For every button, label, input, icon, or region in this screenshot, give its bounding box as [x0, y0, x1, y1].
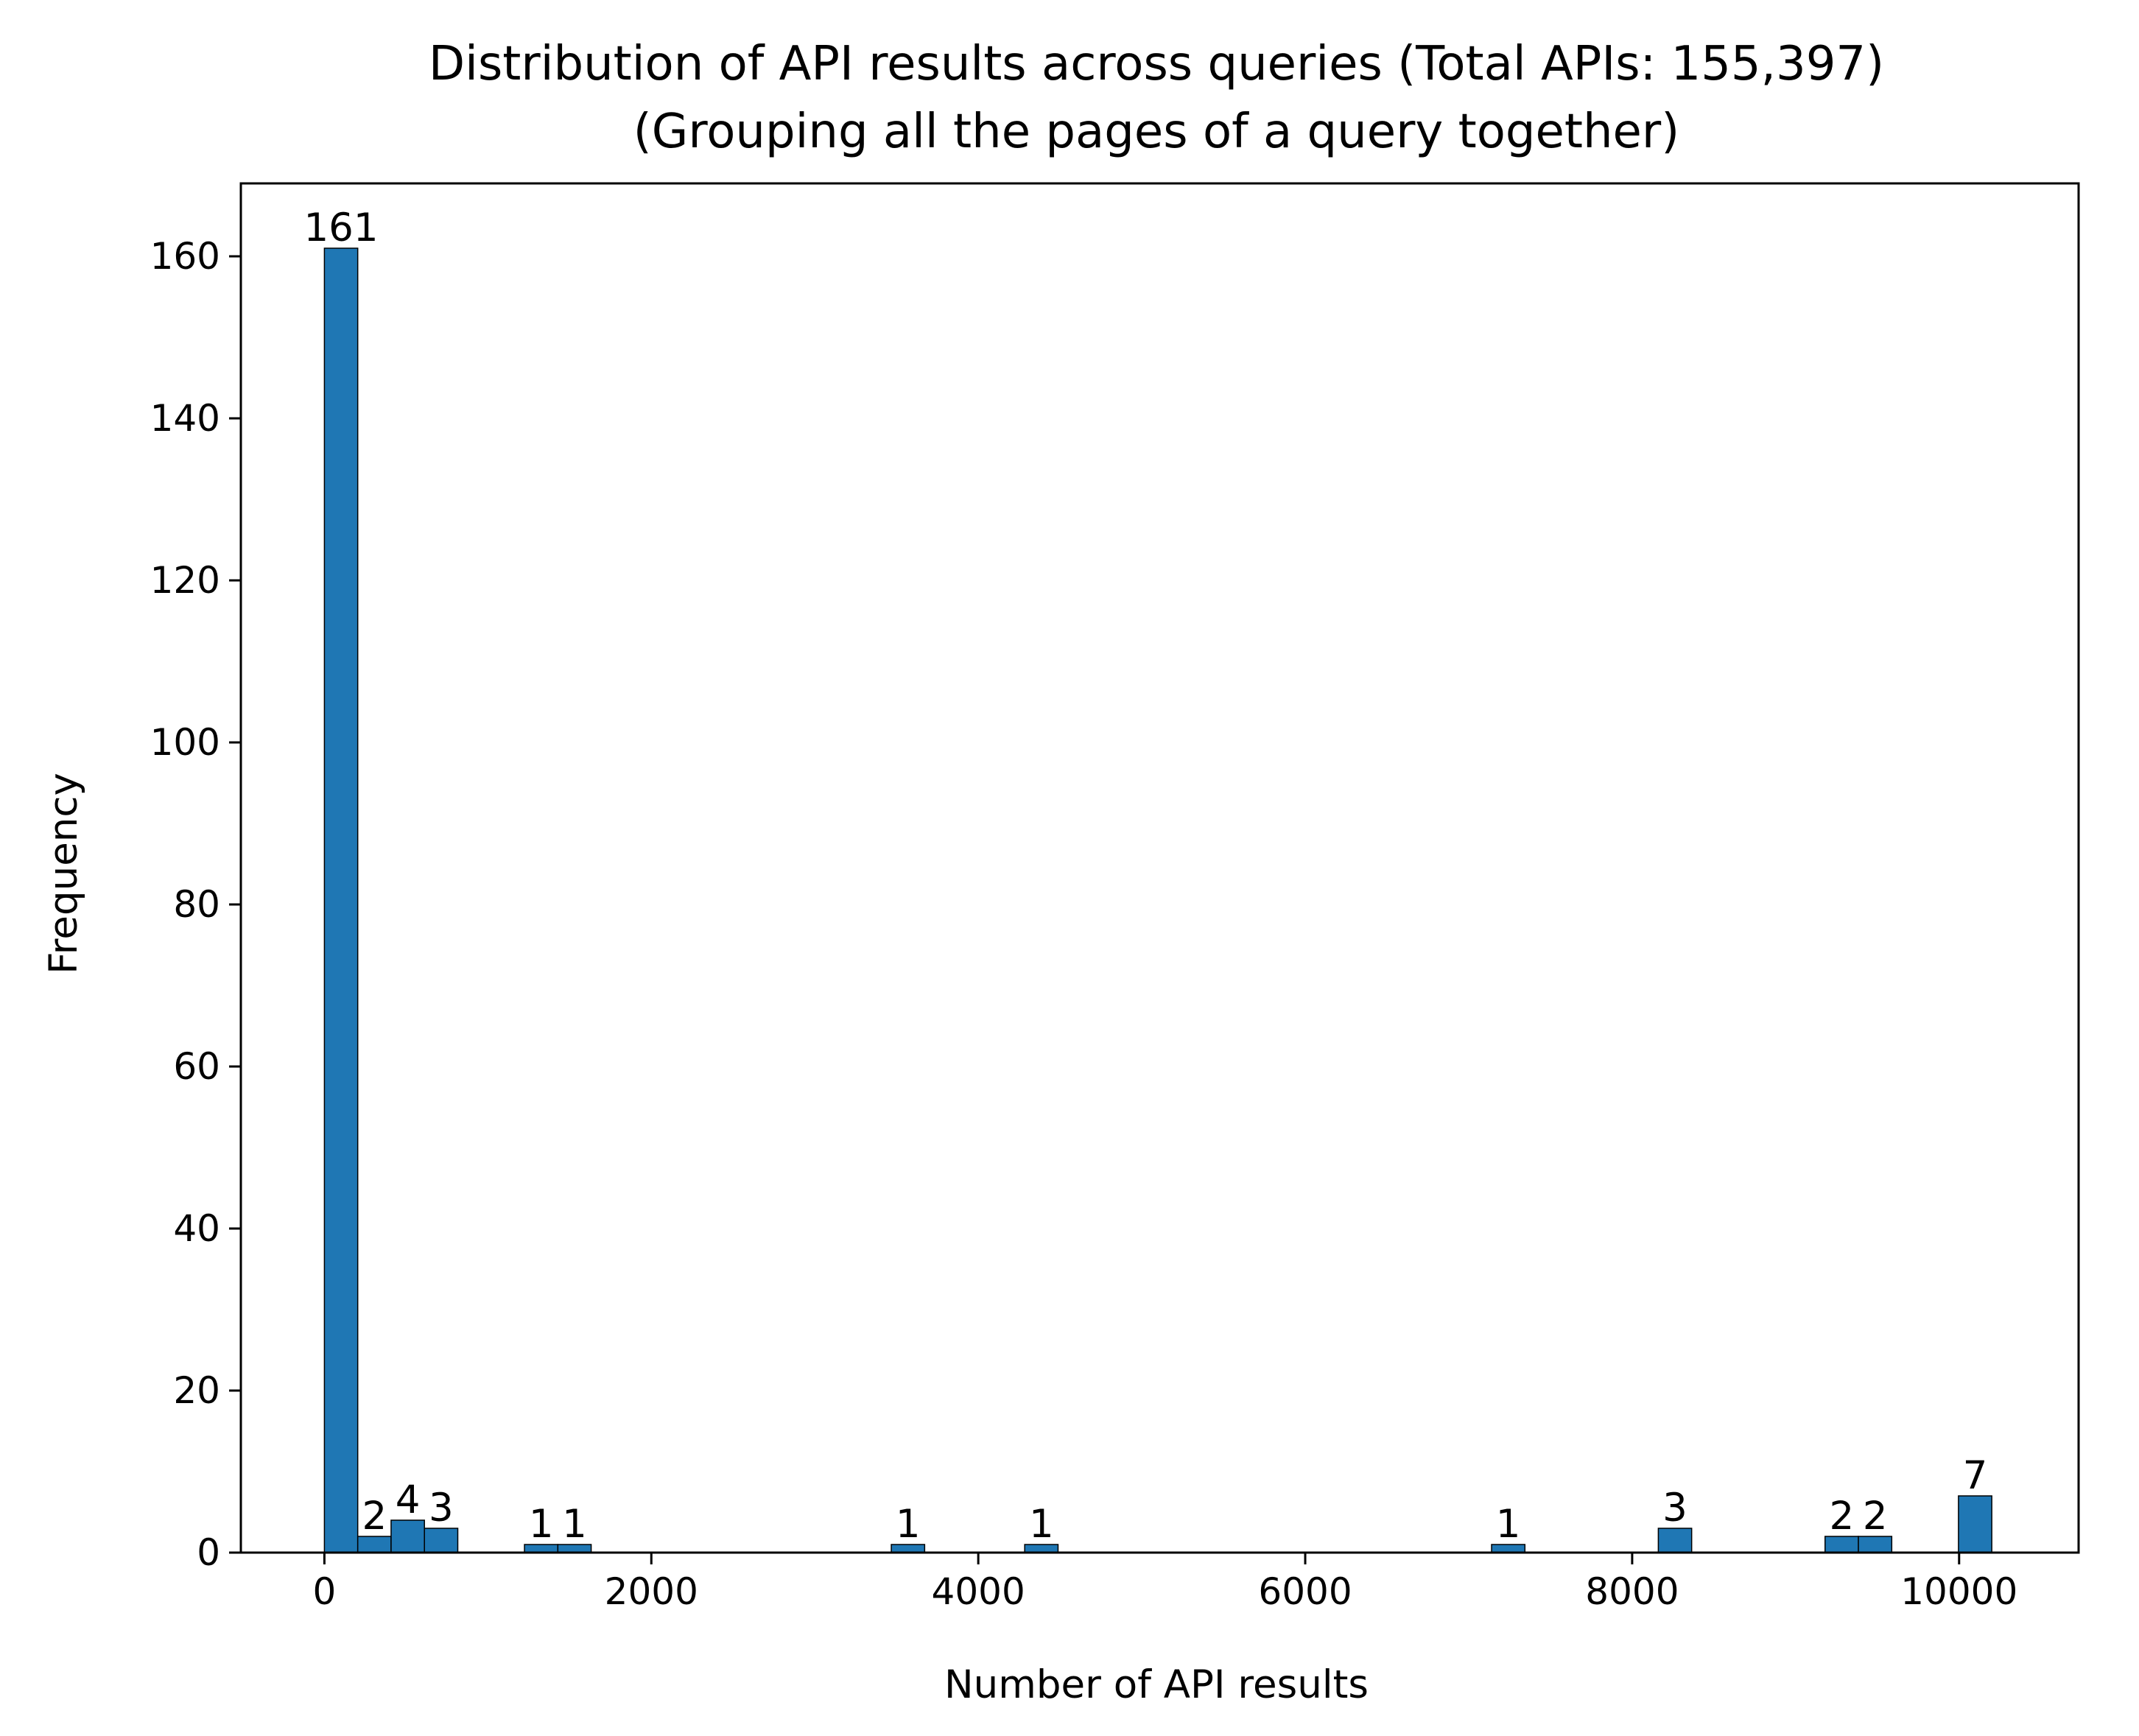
x-tick-label: 0 [313, 1570, 337, 1613]
y-tick-label: 20 [173, 1369, 220, 1412]
bar-value-label: 161 [303, 205, 378, 250]
bar-value-label: 1 [896, 1502, 921, 1547]
x-tick-label: 8000 [1585, 1570, 1679, 1613]
histogram-bar [323, 247, 359, 1553]
histogram-bar [1858, 1536, 1893, 1553]
bar-value-label: 1 [1029, 1502, 1054, 1547]
x-tick-label: 10000 [1900, 1570, 2017, 1613]
plot-frame [239, 182, 2080, 1554]
bar-value-label: 7 [1963, 1453, 1988, 1498]
y-tick-label: 140 [150, 397, 220, 440]
bar-value-label: 2 [1863, 1494, 1888, 1539]
histogram-bar [424, 1528, 459, 1553]
y-tick-label: 80 [173, 883, 220, 926]
x-axis-label: Number of API results [944, 1662, 1369, 1707]
bar-value-label: 4 [396, 1477, 421, 1522]
y-axis-label: Frequency [41, 773, 86, 974]
histogram-bar [1657, 1528, 1693, 1553]
bar-value-label: 1 [562, 1502, 587, 1547]
chart-subtitle: (Grouping all the pages of a query toget… [633, 105, 1679, 159]
bar-value-label: 3 [1662, 1486, 1687, 1531]
bar-value-label: 1 [529, 1502, 554, 1547]
bar-value-label: 2 [1830, 1494, 1855, 1539]
histogram-bar [390, 1519, 425, 1553]
histogram-bar [356, 1536, 392, 1553]
x-tick-label: 6000 [1258, 1570, 1352, 1613]
histogram-bar [1958, 1495, 1992, 1553]
chart-title: Distribution of API results across queri… [429, 37, 1884, 91]
y-tick-label: 40 [173, 1207, 220, 1250]
x-tick-label: 2000 [605, 1570, 698, 1613]
y-tick-label: 160 [150, 235, 220, 278]
y-tick-label: 120 [150, 559, 220, 602]
bar-value-label: 1 [1496, 1502, 1521, 1547]
y-tick-label: 100 [150, 721, 220, 764]
y-tick-label: 60 [173, 1045, 220, 1088]
histogram-bar [1824, 1536, 1859, 1553]
bar-value-label: 3 [429, 1486, 454, 1531]
x-tick-label: 4000 [932, 1570, 1025, 1613]
bar-value-label: 2 [362, 1494, 387, 1539]
y-tick-label: 0 [197, 1531, 220, 1574]
